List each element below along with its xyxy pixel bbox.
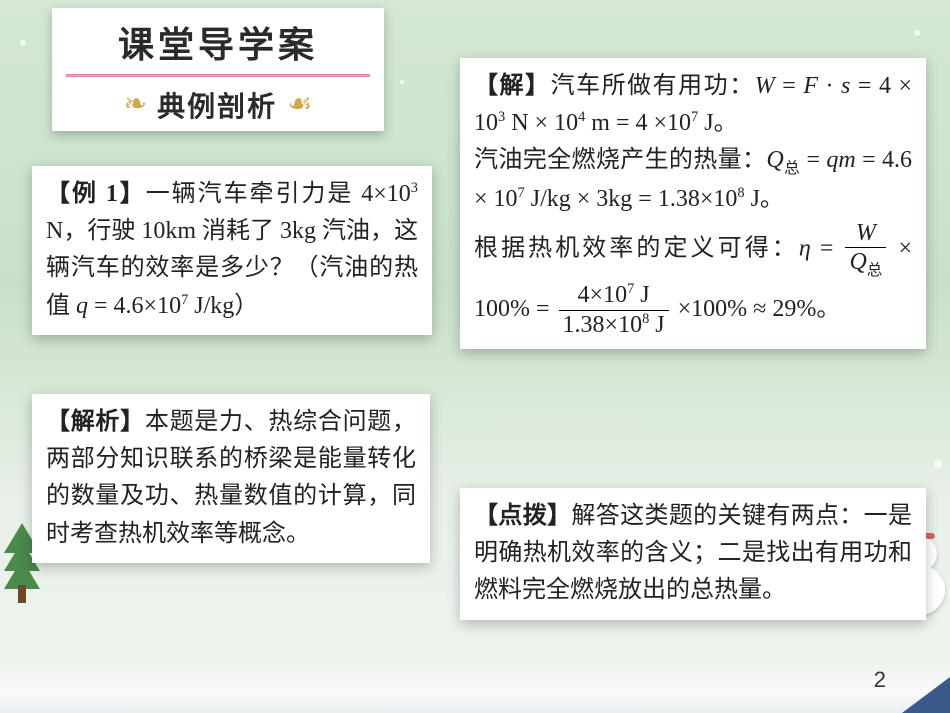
frac2-num: 4×107 J — [559, 281, 669, 311]
analysis-tag: 【解析】 — [46, 409, 145, 435]
fraction-2: 4×107 J 1.38×108 J — [559, 281, 669, 340]
analysis-card: 【解析】本题是力、热综合问题，两部分知识联系的桥梁是能量转化的数量及功、热量数值… — [32, 394, 430, 563]
tip-card: 【点拨】解答这类题的关键有两点：一是明确热机效率的含义；二是找出有用功和燃料完全… — [460, 488, 926, 620]
decor-dot — [934, 460, 942, 468]
example-tag: 【例 1】 — [46, 181, 146, 207]
frac1-num: W — [856, 220, 876, 246]
solution-line3-label: 根据热机效率的定义可得： — [474, 235, 799, 261]
swirl-left-icon: ❧ — [124, 91, 147, 119]
subtitle-row: ❧ 典例剖析 ☙ — [52, 85, 384, 125]
page-title: 课堂导学案 — [52, 16, 384, 68]
frac2-den: 1.38×108 J — [559, 311, 669, 340]
header-card: 课堂导学案 ❧ 典例剖析 ☙ — [52, 8, 384, 131]
solution-tag: 【解】 — [474, 73, 551, 99]
decor-dot — [914, 30, 920, 36]
solution-card: 【解】汽车所做有用功：W = F · s = 4 × 103 N × 104 m… — [460, 58, 926, 349]
divider-line — [66, 74, 370, 77]
fraction-1: W Q总 — [845, 219, 886, 281]
frac1-den-sub: 总 — [867, 262, 883, 279]
corner-triangle-icon — [902, 677, 950, 713]
example-card: 【例 1】一辆汽车牵引力是 4×103 N，行驶 10km 消耗了 3kg 汽油… — [32, 166, 432, 335]
decor-dot — [400, 80, 404, 84]
decor-dot — [20, 40, 26, 46]
solution-line2-label: 汽油完全燃烧产生的热量： — [474, 147, 766, 173]
snow-ground — [0, 663, 950, 713]
solution-tail: ×100% ≈ 29%。 — [678, 296, 841, 322]
tip-tag: 【点拨】 — [474, 503, 571, 529]
solution-eta: η = — [799, 235, 843, 261]
swirl-right-icon: ☙ — [287, 91, 312, 119]
page-number: 2 — [874, 667, 886, 693]
page-subtitle: 典例剖析 — [157, 85, 277, 125]
